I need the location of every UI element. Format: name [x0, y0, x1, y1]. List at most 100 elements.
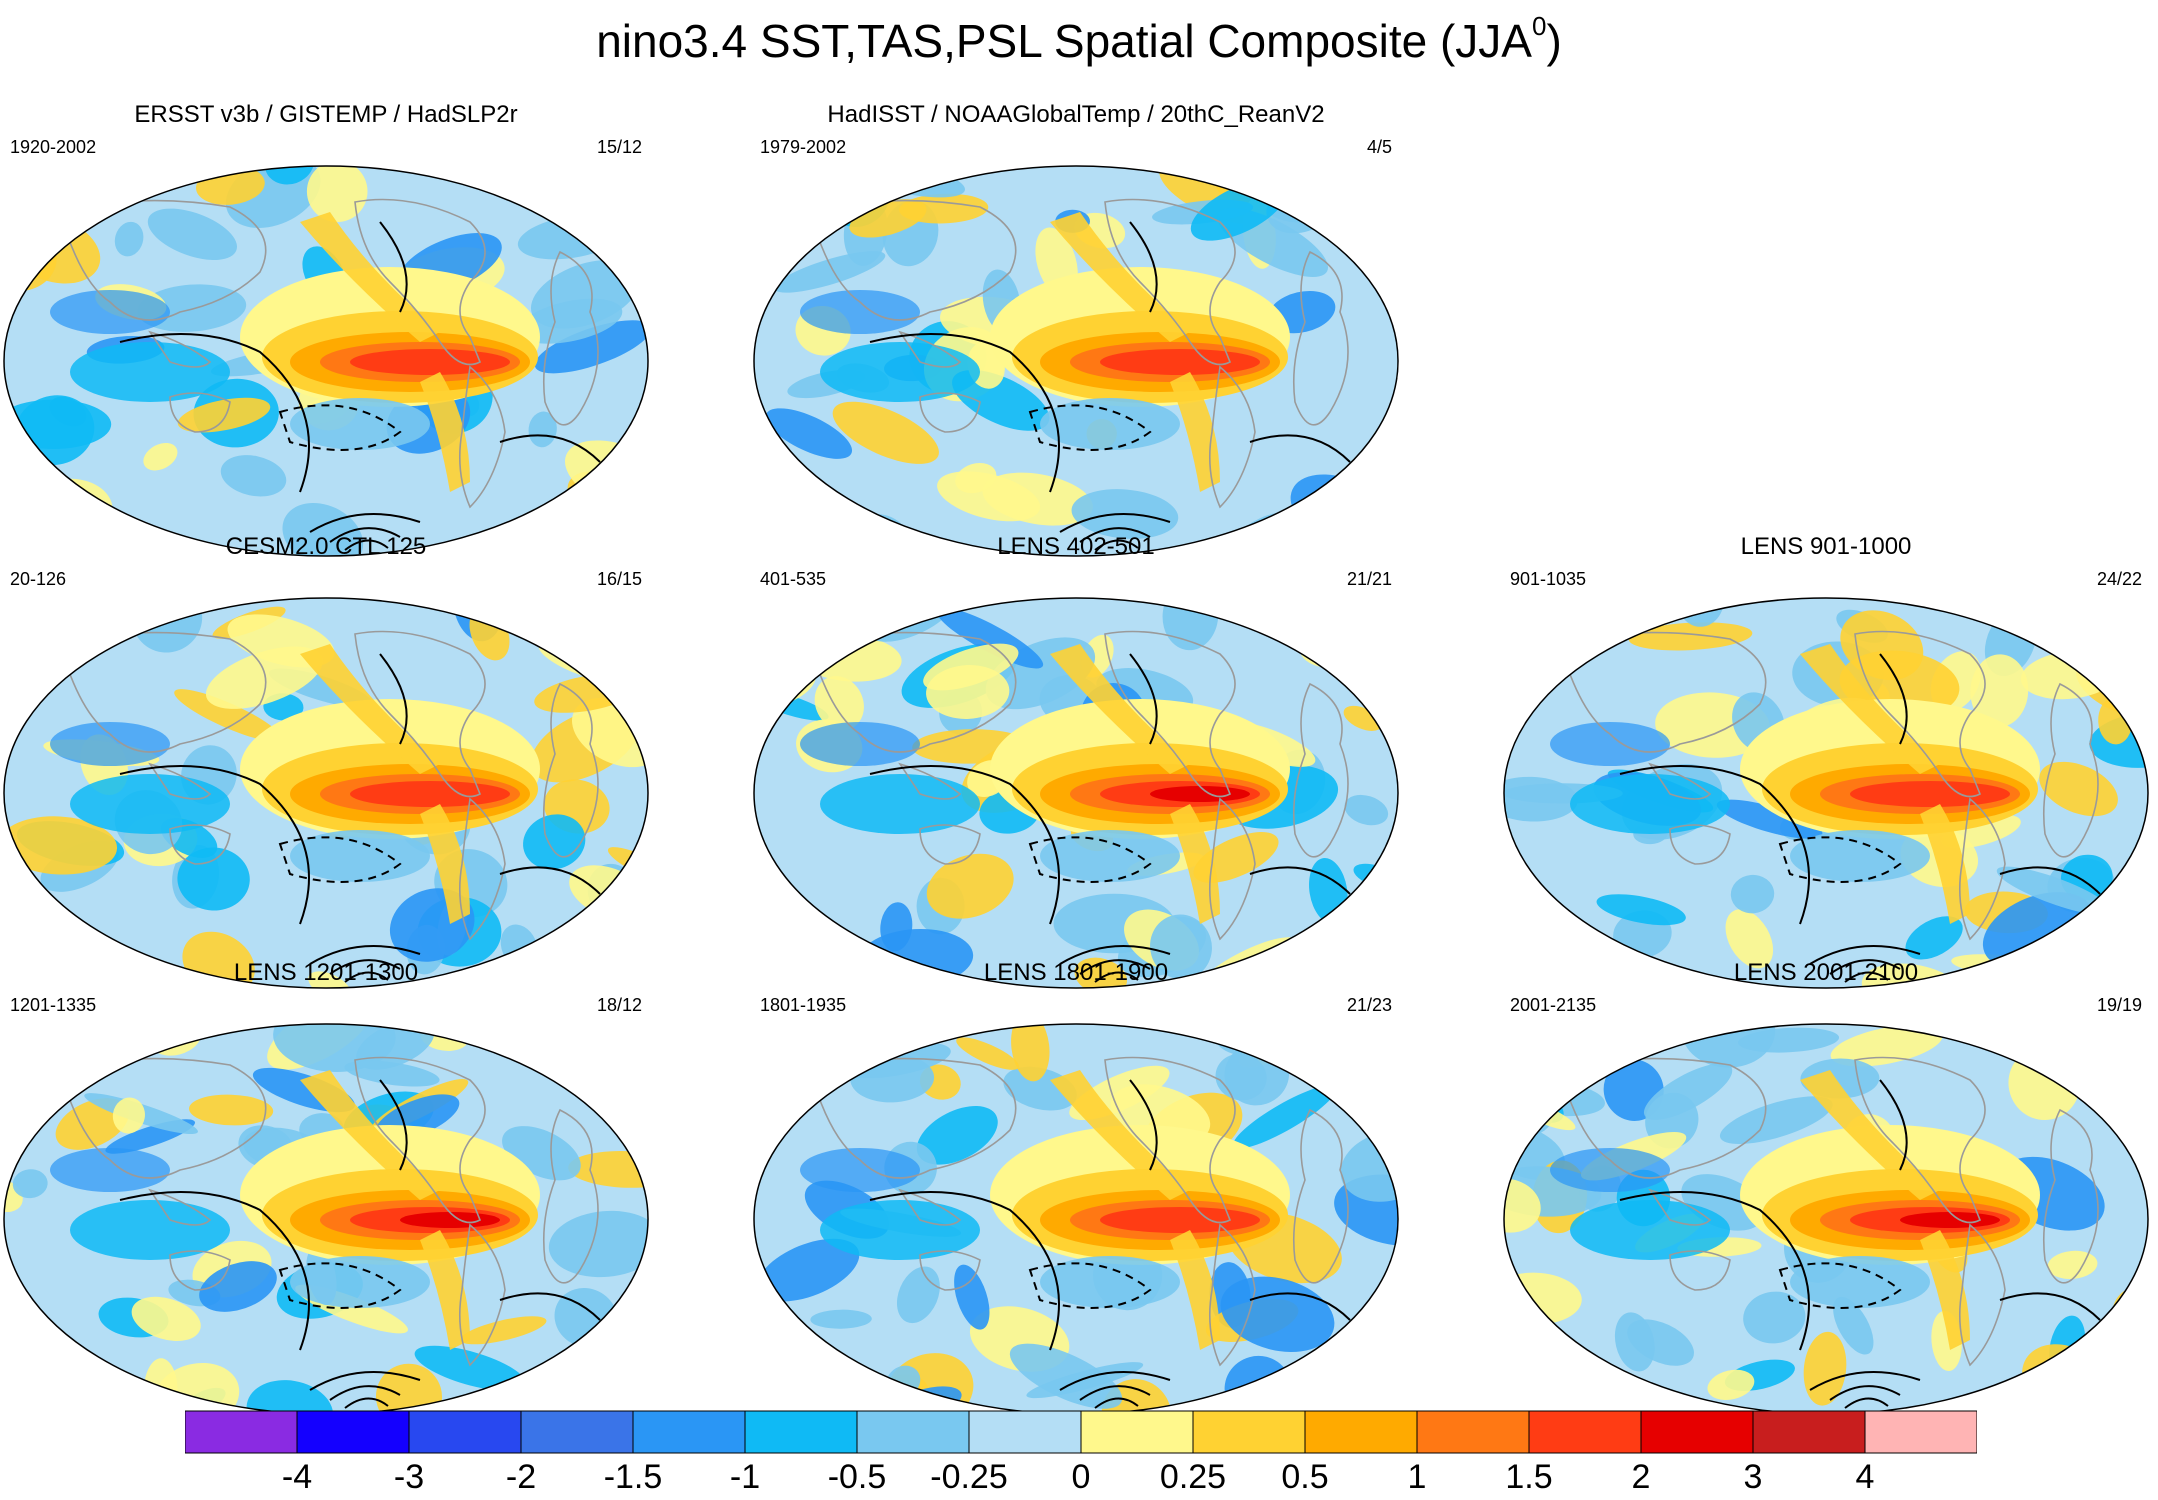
continent-outline — [1208, 1223, 1256, 1367]
anomaly-enso-core — [1150, 786, 1250, 802]
anomaly-blob — [595, 1024, 635, 1067]
anomaly-blob — [754, 1363, 797, 1414]
psl-contour — [344, 539, 389, 551]
anomaly-blob — [4, 816, 118, 875]
map-panel-lens901: LENS 901-1000 901-1035 24/22 — [1500, 532, 2152, 992]
map-field — [1504, 1024, 2148, 1414]
psl-contour — [1619, 1191, 1810, 1351]
anomaly-blob — [177, 397, 271, 433]
map-lens2001 — [1503, 1023, 2149, 1415]
continent-outline — [1559, 1057, 1767, 1179]
anomaly-enso-tongue — [350, 781, 510, 807]
anomaly-cool-asia — [1550, 1148, 1670, 1192]
anomaly-cool-asia — [50, 1148, 170, 1192]
anomaly-cool-asia — [50, 722, 170, 766]
panel-title: HadISST / NOAAGlobalTemp / 20thC_ReanV2 — [827, 101, 1325, 128]
psl-contour — [869, 765, 1060, 925]
map-outline — [3, 165, 649, 557]
colorbar-tick-label: -4 — [281, 1458, 313, 1496]
chart-title: nino3.4 SST,TAS,PSL Spatial Composite (J… — [0, 10, 2158, 72]
psl-contour — [278, 1262, 402, 1309]
psl-contour — [379, 653, 408, 745]
map-panel-lens402: LENS 402-501 401-535 21/21 — [750, 532, 1402, 992]
colorbar-tick-label: 0 — [1071, 1458, 1091, 1496]
anomaly-blob — [2105, 624, 2148, 692]
anomaly-blob — [4, 481, 33, 505]
anomaly-warm-northeast-pacific — [300, 644, 440, 774]
psl-contour — [1829, 1385, 1901, 1401]
psl-contour — [1809, 945, 1921, 965]
colorbar-swatch — [1080, 1410, 1194, 1454]
colorbar-tick-label: -0.25 — [930, 1458, 1008, 1496]
continent-outline — [1293, 682, 1349, 858]
anomaly-blob — [926, 853, 1014, 919]
anomaly-blob — [1905, 916, 1963, 960]
psl-contour — [329, 959, 401, 975]
panel-event-count: 18/12 — [596, 995, 642, 1015]
anomaly-cool-asia — [800, 722, 920, 766]
continent-outline — [59, 631, 267, 753]
continent-outline — [458, 365, 506, 509]
continent-outline — [59, 1057, 267, 1179]
panel-event-count: 16/15 — [596, 569, 642, 589]
anomaly-enso-tongue — [1100, 1207, 1260, 1233]
anomaly-blob — [1504, 1178, 1541, 1233]
map-panel-obs2: HadISST / NOAAGlobalTemp / 20thC_ReanV2 … — [750, 100, 1402, 560]
continent-outline — [1958, 797, 2006, 941]
continent-outline — [1208, 365, 1256, 509]
colorbar-labels: -4 -3 -2 -1.5 -1 -0.5 -0.25 0 0.25 0.5 1 1.5 2 3 4 — [0, 1458, 2158, 1498]
psl-contour — [278, 404, 402, 451]
anomaly-blob — [774, 251, 886, 293]
map-field — [754, 166, 1398, 556]
colorbar-tick-label: 0.25 — [1159, 1458, 1227, 1496]
psl-contour — [1079, 1385, 1151, 1401]
anomaly-blob — [174, 689, 282, 742]
continent-outline — [1669, 824, 1731, 865]
map-outline — [753, 597, 1399, 989]
anomaly-blob — [954, 1264, 990, 1330]
panel-event-count: 19/19 — [2096, 995, 2142, 1015]
map-field — [4, 166, 648, 556]
continent-outline — [1648, 762, 1712, 800]
psl-contour — [379, 1079, 408, 1171]
panel-year-range: 901-1035 — [1510, 569, 1587, 589]
anomaly-warm-southeast-pacific — [1920, 1230, 1970, 1350]
chart-title-superscript: 0 — [1531, 11, 1547, 41]
anomaly-blob — [548, 1210, 648, 1278]
panel-event-count: 21/21 — [1346, 569, 1392, 589]
map-panel-obs1: ERSST v3b / GISTEMP / HadSLP2r 1920-2002… — [0, 100, 652, 560]
anomaly-cool-indian-ocean — [820, 774, 980, 834]
anomaly-cool-indian-ocean — [1570, 1200, 1730, 1260]
panel-event-count: 15/12 — [596, 137, 642, 157]
continent-outline — [354, 630, 486, 798]
continent-outline — [898, 1188, 962, 1226]
anomaly-blob — [4, 600, 49, 673]
map-field — [1504, 598, 2148, 988]
map-panel-lens1201: LENS 1201-1300 1201-1335 18/12 — [0, 958, 652, 1418]
anomaly-blob — [955, 463, 997, 494]
continent-outline — [1669, 1250, 1731, 1291]
colorbar-tick-label: 3 — [1743, 1458, 1763, 1496]
colorbar-swatch — [408, 1410, 522, 1454]
psl-contour — [119, 333, 310, 493]
continent-outline — [59, 199, 267, 321]
psl-contour — [119, 765, 310, 925]
anomaly-blob — [147, 208, 237, 261]
psl-contour — [1249, 866, 1351, 895]
psl-contour — [869, 333, 1060, 493]
anomaly-blob — [2047, 1250, 2098, 1280]
anomaly-blob — [1074, 957, 1128, 988]
anomaly-warm-southeast-pacific — [420, 804, 470, 924]
anomaly-blob — [21, 1042, 127, 1073]
psl-contour — [1778, 1262, 1902, 1309]
anomaly-blob — [344, 1060, 440, 1087]
psl-contour — [499, 1292, 601, 1321]
panel-year-range: 1920-2002 — [10, 137, 97, 157]
colorbar-tick-label: 0.5 — [1281, 1458, 1329, 1496]
psl-contour — [1129, 221, 1158, 313]
anomaly-blob — [205, 646, 323, 709]
anomaly-blob — [1970, 654, 2029, 728]
anomaly-cool-indian-ocean — [820, 342, 980, 402]
anomaly-blob — [754, 166, 813, 205]
anomaly-blob — [1830, 1025, 1943, 1067]
